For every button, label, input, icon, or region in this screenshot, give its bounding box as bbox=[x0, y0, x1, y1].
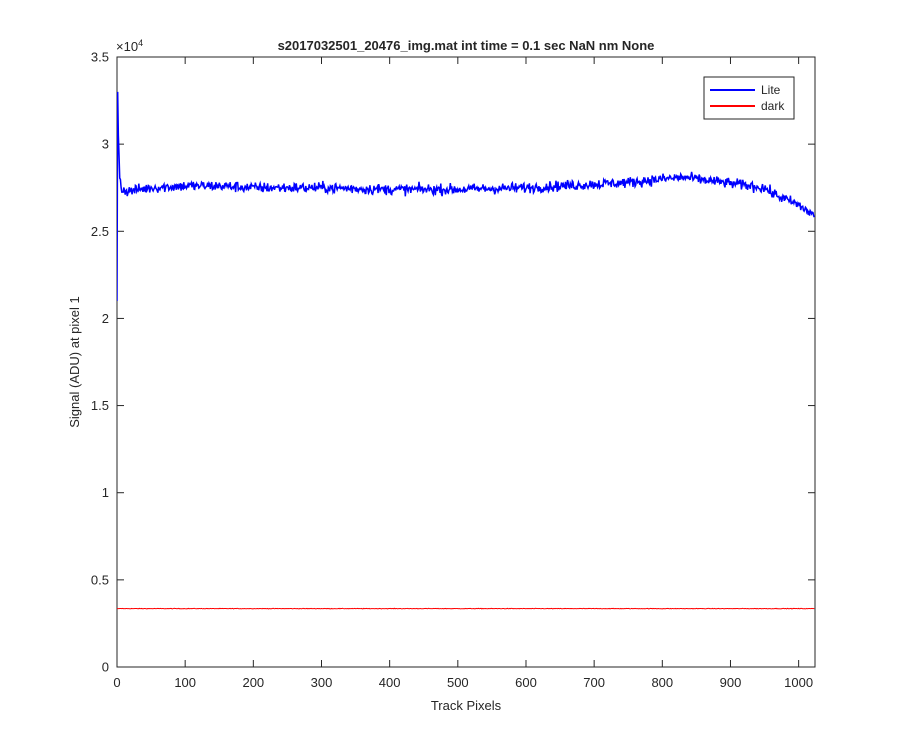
x-tick-label: 400 bbox=[379, 675, 401, 690]
plot-lines bbox=[117, 91, 815, 610]
y-exponent-base: ×10 bbox=[116, 39, 138, 54]
legend: Lite dark bbox=[703, 76, 795, 120]
y-tick-label: 0 bbox=[102, 660, 109, 675]
x-tick-label: 500 bbox=[447, 675, 469, 690]
x-tick-label: 800 bbox=[651, 675, 673, 690]
y-exponent-power: 4 bbox=[138, 38, 143, 48]
series-line-dark bbox=[117, 607, 815, 610]
x-tick-label: 200 bbox=[242, 675, 264, 690]
y-tick-label: 1.5 bbox=[91, 398, 109, 413]
x-tick-label: 300 bbox=[311, 675, 333, 690]
legend-label-dark: dark bbox=[761, 99, 785, 113]
x-tick-label: 700 bbox=[583, 675, 605, 690]
y-tick-label: 3 bbox=[102, 137, 109, 152]
x-tick-label: 0 bbox=[113, 675, 120, 690]
y-axis-label: Signal (ADU) at pixel 1 bbox=[67, 296, 82, 428]
y-tick-label: 0.5 bbox=[91, 572, 109, 587]
legend-box bbox=[703, 76, 795, 120]
y-tick-label: 1 bbox=[102, 485, 109, 500]
axes-box bbox=[116, 56, 816, 668]
x-tick-label: 100 bbox=[174, 675, 196, 690]
series-line-lite bbox=[117, 91, 815, 302]
legend-label-lite: Lite bbox=[761, 83, 781, 97]
x-axis-ticks: 0 100 200 300 400 500 600 700 800 900 1000 bbox=[113, 57, 813, 690]
y-tick-label: 2 bbox=[102, 311, 109, 326]
y-exponent-label: ×104 bbox=[116, 38, 143, 54]
x-tick-label: 900 bbox=[720, 675, 742, 690]
x-tick-label: 600 bbox=[515, 675, 537, 690]
y-tick-label: 2.5 bbox=[91, 224, 109, 239]
y-tick-label: 3.5 bbox=[91, 50, 109, 65]
x-tick-label: 1000 bbox=[784, 675, 813, 690]
chart-title: s2017032501_20476_img.mat int time = 0.1… bbox=[278, 38, 655, 53]
x-axis-label: Track Pixels bbox=[431, 698, 502, 713]
